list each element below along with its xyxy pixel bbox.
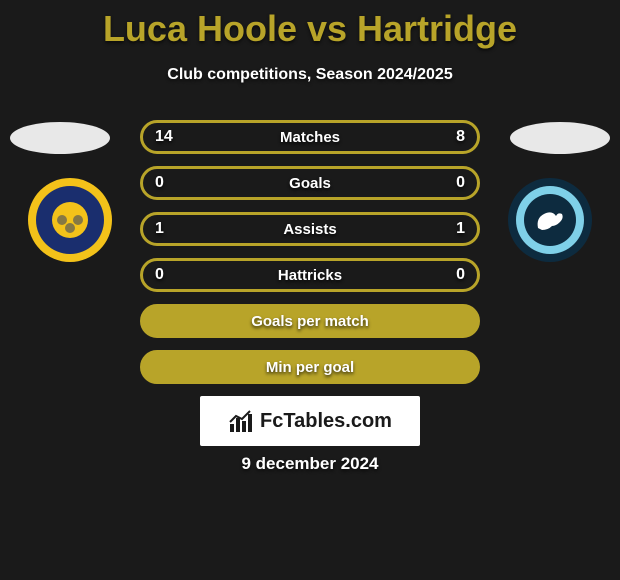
branding-text: FcTables.com xyxy=(260,410,392,433)
date-label: 9 december 2024 xyxy=(0,454,620,474)
right-player-ellipse xyxy=(510,122,610,154)
stat-value-right: 0 xyxy=(456,266,465,284)
stat-row: Min per goal xyxy=(140,350,480,384)
right-club-crest xyxy=(508,178,592,262)
stat-label: Goals per match xyxy=(251,313,369,330)
stat-value-left: 1 xyxy=(155,220,164,238)
page-title: Luca Hoole vs Hartridge xyxy=(0,0,620,50)
stat-row: Assists 1 1 xyxy=(140,212,480,246)
stat-label: Assists xyxy=(283,221,336,238)
stat-row: Goals per match xyxy=(140,304,480,338)
stat-value-right: 8 xyxy=(456,128,465,146)
stat-label: Matches xyxy=(280,129,340,146)
stat-label: Min per goal xyxy=(266,359,354,376)
comparison-stats: Matches148Goals00Assists11Hattricks00Goa… xyxy=(140,120,480,396)
stat-value-left: 0 xyxy=(155,174,164,192)
stat-value-right: 0 xyxy=(456,174,465,192)
stat-row: Matches 14 8 xyxy=(140,120,480,154)
left-player-ellipse xyxy=(10,122,110,154)
branding-chart-icon xyxy=(228,408,254,434)
stat-value-right: 1 xyxy=(456,220,465,238)
stat-value-left: 14 xyxy=(155,128,173,146)
stat-value-left: 0 xyxy=(155,266,164,284)
stat-row: Hattricks 0 0 xyxy=(140,258,480,292)
branding-badge: FcTables.com xyxy=(200,396,420,446)
stat-row: Goals 0 0 xyxy=(140,166,480,200)
stat-label: Hattricks xyxy=(278,267,342,284)
left-club-crest xyxy=(28,178,112,262)
stat-label: Goals xyxy=(289,175,331,192)
page-subtitle: Club competitions, Season 2024/2025 xyxy=(0,66,620,84)
